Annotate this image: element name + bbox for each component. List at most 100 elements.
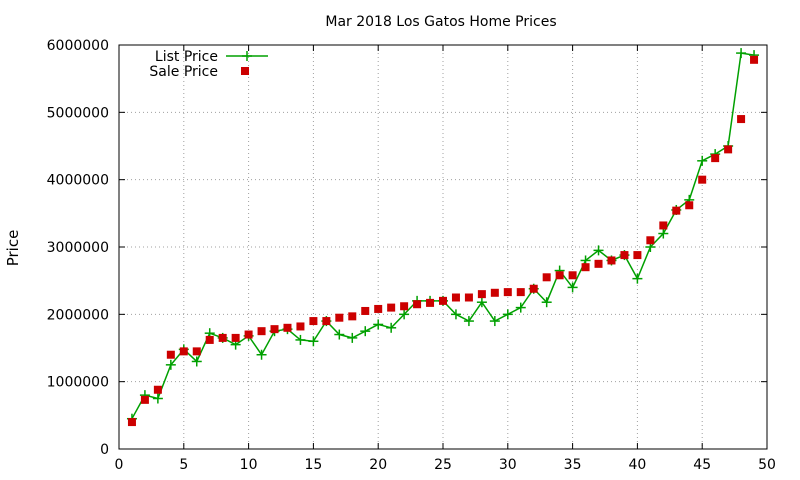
- list-price-point: [295, 334, 306, 345]
- list-price-point: [386, 322, 397, 333]
- sale-price-point: [296, 322, 305, 331]
- sale-price-point: [140, 395, 149, 404]
- sale-price-point: [309, 317, 318, 326]
- sale-price-point: [439, 296, 447, 305]
- list-price-point: [463, 316, 474, 327]
- sale-price-point: [724, 145, 733, 154]
- sale-price-point: [659, 221, 668, 230]
- x-tick-label: 25: [434, 457, 452, 473]
- y-tick-label: 5000000: [47, 105, 109, 121]
- sale-price-point: [711, 154, 720, 163]
- y-tick-label: 3000000: [47, 240, 109, 256]
- list-price-point: [697, 155, 708, 166]
- list-price-point: [334, 329, 345, 340]
- legend-marker-list-price: [242, 51, 252, 61]
- sale-price-point: [153, 385, 162, 394]
- sale-price-point: [646, 236, 655, 245]
- sale-price-point: [283, 323, 292, 332]
- list-price-point: [360, 326, 371, 337]
- sale-price-point: [451, 293, 460, 302]
- x-tick-label: 10: [240, 457, 258, 473]
- x-tick-label: 35: [564, 457, 582, 473]
- list-price-point: [476, 297, 487, 308]
- list-price-point: [658, 228, 669, 239]
- x-tick-label: 30: [499, 457, 517, 473]
- x-tick-label: 50: [758, 457, 776, 473]
- list-price-point: [165, 359, 176, 370]
- sale-price-point: [322, 317, 331, 326]
- list-price-point: [191, 356, 202, 367]
- sale-price-point: [581, 263, 590, 272]
- x-tick-label: 20: [369, 457, 387, 473]
- list-price-point: [632, 273, 643, 284]
- y-tick-label: 2000000: [47, 307, 109, 323]
- sale-price-point: [413, 300, 422, 309]
- list-price-point: [541, 297, 552, 308]
- y-tick-label: 4000000: [47, 173, 109, 189]
- sale-price-point: [361, 306, 370, 315]
- list-price-point: [373, 319, 384, 330]
- sale-price-point: [737, 115, 746, 124]
- sale-price-point: [192, 347, 201, 356]
- list-price-point: [308, 336, 319, 347]
- sale-price-point: [464, 293, 473, 302]
- list-price-point: [399, 309, 410, 320]
- y-tick-label: 6000000: [47, 38, 109, 54]
- sale-price-point: [374, 304, 383, 313]
- sale-price-point: [620, 251, 629, 260]
- sale-price-point: [698, 175, 707, 184]
- sale-price-point: [542, 273, 551, 282]
- legend: List Price Sale Price: [149, 49, 268, 80]
- list-price-point: [736, 48, 747, 59]
- grid: [119, 45, 767, 449]
- list-price-point: [515, 302, 526, 313]
- sale-price-point: [387, 303, 396, 312]
- sale-price-point: [555, 271, 564, 280]
- sale-price-point: [672, 206, 681, 215]
- sale-price-point: [244, 330, 253, 339]
- list-price-point: [593, 245, 604, 256]
- sale-price-point: [607, 256, 616, 265]
- sale-price-point: [257, 327, 266, 336]
- sale-price-point: [685, 201, 694, 210]
- y-tick-label: 1000000: [47, 375, 109, 391]
- chart-title: Mar 2018 Los Gatos Home Prices: [325, 14, 556, 30]
- sale-price-point: [529, 284, 538, 293]
- x-tick-label: 5: [179, 457, 188, 473]
- sale-price-point: [426, 298, 435, 307]
- sale-price-point: [490, 288, 499, 297]
- series-layer: [126, 48, 760, 427]
- y-axis-label: Price: [4, 230, 22, 267]
- sale-price-point: [594, 259, 603, 268]
- list-price-point: [152, 393, 163, 404]
- list-price-point: [347, 332, 358, 343]
- legend-marker-sale-price: [241, 67, 249, 75]
- sale-price-point: [750, 55, 759, 64]
- legend-label-sale-price: Sale Price: [149, 64, 218, 80]
- legend-label-list-price: List Price: [155, 49, 218, 65]
- sale-price-point: [516, 288, 525, 297]
- axis-ticks: 0 5 10 15 20 25 30 35 40 45 50 0 1000000 2000000 30000…: [47, 38, 776, 473]
- list-price-point: [502, 309, 513, 320]
- sale-price-point: [231, 333, 240, 342]
- series-list-price: [126, 48, 760, 424]
- x-tick-label: 0: [115, 457, 124, 473]
- sale-price-point: [633, 251, 642, 260]
- sale-price-point: [270, 325, 279, 334]
- sale-price-point: [179, 347, 188, 356]
- sale-price-point: [127, 418, 136, 427]
- list-price-point: [489, 316, 500, 327]
- list-price-point: [567, 282, 578, 293]
- sale-price-point: [568, 271, 577, 280]
- sale-price-point: [335, 313, 344, 322]
- sale-price-point: [503, 288, 512, 297]
- list-price-point: [450, 309, 461, 320]
- x-tick-label: 40: [628, 457, 646, 473]
- list-price-line: [131, 52, 755, 420]
- sale-price-point: [218, 333, 227, 342]
- sale-price-point: [477, 290, 486, 299]
- sale-price-point: [166, 350, 175, 359]
- sale-price-point: [348, 312, 357, 321]
- sale-price-point: [400, 302, 409, 311]
